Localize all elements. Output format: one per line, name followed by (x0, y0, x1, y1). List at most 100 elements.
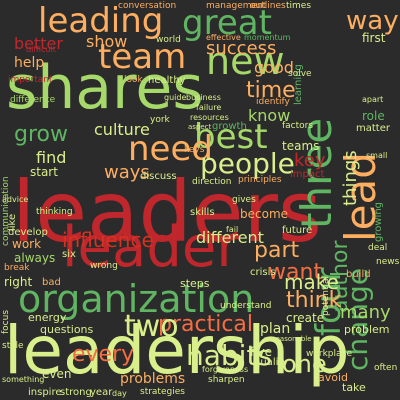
word-success: success (206, 38, 277, 59)
word-apart: apart (362, 95, 384, 104)
word-resources: resources (190, 113, 229, 122)
word-think: think (286, 288, 342, 313)
word-develop: develop (8, 227, 48, 238)
word-good: good (254, 58, 294, 77)
word-identify: identify (256, 97, 290, 107)
word-many: many (340, 302, 391, 323)
word-part: part (254, 238, 300, 263)
word-better: better (14, 34, 63, 53)
word-difference: difference (10, 95, 56, 105)
word-organization: organization (18, 277, 255, 321)
word-ways: ways (104, 162, 150, 183)
word-practical: practical (158, 312, 254, 337)
word-style: style (2, 341, 24, 351)
word-matter: matter (356, 123, 390, 134)
word-people: people (200, 147, 295, 180)
word-sharpen: sharpen (208, 375, 245, 385)
word-like: like (7, 213, 18, 231)
word-problems: problems (120, 371, 186, 387)
word-deal: deal (368, 243, 388, 253)
word-always: always (14, 251, 56, 265)
word-leading: leading (38, 1, 164, 41)
word-discuss: discuss (140, 171, 177, 182)
word-culture: culture (94, 120, 150, 139)
word-advice: advice (2, 195, 29, 204)
word-important: important (8, 75, 53, 85)
word-times: times (286, 1, 312, 11)
word-thinking: thinking (36, 207, 73, 217)
word-day: day (112, 389, 127, 398)
word-need: need (128, 129, 213, 169)
word-growth: growth (212, 121, 247, 132)
word-two: two (124, 309, 179, 344)
word-help: help (14, 55, 45, 71)
word-future: future (282, 225, 313, 236)
word-start: start (30, 165, 58, 179)
word-one: one (282, 350, 327, 378)
word-principles: principles (238, 175, 282, 185)
word-first: first (362, 31, 386, 45)
word-become: become (240, 207, 289, 221)
word-team: team (98, 37, 187, 77)
word-find: find (36, 148, 67, 167)
word-want: want (268, 260, 323, 285)
word-leader: leader (62, 215, 240, 280)
word-energy: energy (28, 311, 67, 324)
word-show: show (86, 32, 128, 51)
word-grow-v: growing (373, 202, 384, 242)
word-break: break (4, 263, 30, 273)
word-understand: understand (220, 301, 272, 311)
word-questions: questions (40, 323, 94, 336)
word-work: work (12, 237, 42, 251)
word-solve: solve (288, 69, 312, 79)
word-six: six (62, 249, 76, 260)
word-teams: teams (282, 139, 320, 153)
word-right: right (4, 275, 33, 289)
word-effective: effective (206, 33, 241, 42)
word-grow: grow (14, 122, 68, 147)
word-guide: guide (164, 93, 187, 102)
word-quality: quality (254, 357, 289, 368)
word-small: small (366, 151, 388, 160)
word-every: every (72, 342, 135, 367)
word-problem: problem (344, 323, 390, 336)
word-year: year (90, 387, 113, 398)
word-healthy: healthy (148, 75, 186, 86)
word-news: news (376, 257, 400, 267)
word-fail: fail (226, 225, 239, 234)
word-leadership: leadership (4, 312, 350, 389)
word-something: something (2, 375, 45, 384)
word-things: things (340, 150, 361, 206)
word-difficult: difficult (26, 45, 56, 54)
word-make: make (284, 270, 339, 294)
word-even: even (42, 367, 72, 381)
word-way: way (346, 6, 399, 36)
word-habits: habits (186, 339, 273, 372)
word-key: key (294, 150, 326, 171)
word-strong: strong (60, 387, 92, 398)
word-great: great (182, 3, 272, 43)
word-york: york (150, 115, 170, 125)
word-aspect: aspect (188, 123, 212, 131)
word-best: best (194, 117, 268, 157)
word-create: create (286, 311, 325, 325)
word-wrong: wrong (90, 261, 118, 271)
word-bad: bad (42, 277, 61, 288)
word-skills: skills (190, 207, 215, 218)
word-workplace: workplace (306, 349, 352, 359)
word-shares: shares (6, 53, 204, 123)
word-direction: direction (192, 177, 232, 187)
word-take: take (342, 381, 366, 394)
word-strategies: strategies (140, 387, 185, 397)
word-world: world (156, 35, 181, 45)
word-plan: plan (260, 321, 291, 337)
word-often: often (374, 363, 398, 373)
word-influence: influence (62, 228, 154, 252)
word-factors: factors (282, 121, 314, 131)
word-look: look (124, 75, 143, 85)
word-failure: failure (196, 103, 222, 112)
word-role: role (362, 109, 385, 123)
word-keys: keys (184, 145, 205, 155)
word-potential: potential (321, 275, 331, 316)
